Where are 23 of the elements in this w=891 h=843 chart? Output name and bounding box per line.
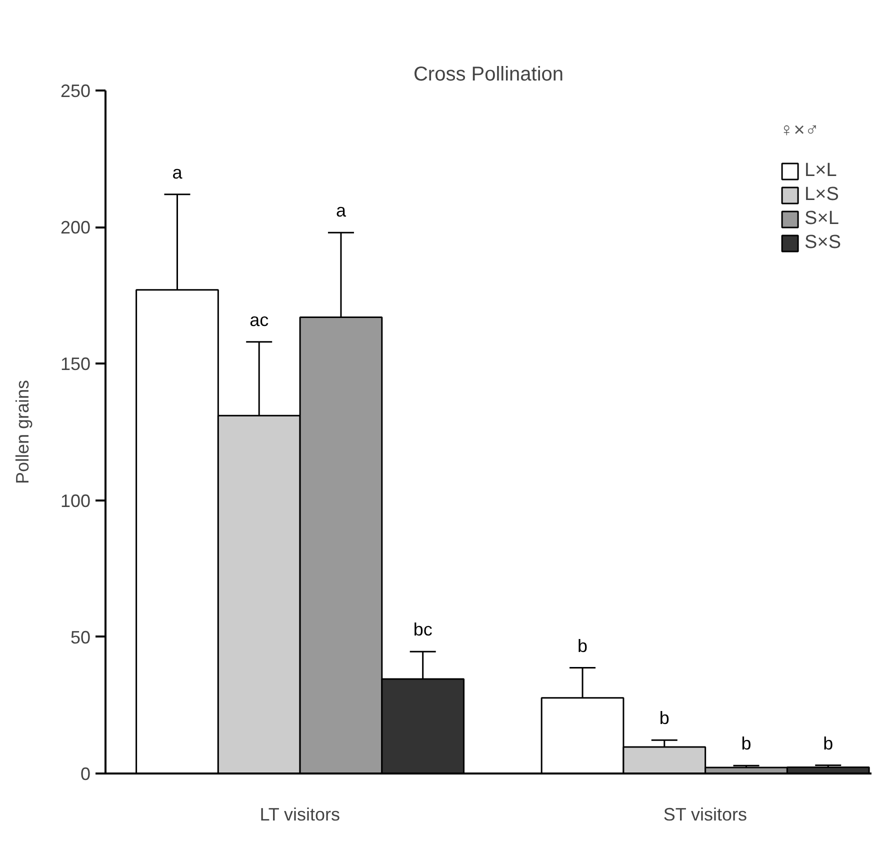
y-tick-label: 200: [60, 218, 91, 238]
annotation: bc: [413, 620, 432, 640]
x-tick-label: LT visitors: [260, 804, 340, 824]
annotation: b: [823, 733, 834, 754]
y-tick-label: 250: [60, 81, 91, 101]
x-tick-label: ST visitors: [663, 804, 748, 824]
y-tick-label: 150: [60, 354, 91, 374]
annotation: a: [336, 200, 347, 221]
annotation: ac: [250, 310, 269, 330]
annotation: a: [172, 162, 184, 182]
y-tick-label: 50: [70, 627, 91, 648]
chart-title: Cross Pollination: [413, 64, 564, 86]
legend-label: L×L: [804, 160, 837, 182]
legend-label: S×L: [804, 208, 839, 230]
annotation: b: [659, 708, 670, 728]
legend-label: S×S: [804, 232, 841, 254]
annotation: b: [741, 734, 752, 754]
y-tick-label: 100: [60, 490, 91, 511]
legend-title: ♀×♂: [780, 120, 820, 142]
y-tick-label: 0: [80, 764, 91, 784]
legend-label: L×S: [804, 184, 839, 206]
annotation: b: [578, 636, 588, 656]
y-axis-title: Pollen grains: [12, 380, 32, 484]
